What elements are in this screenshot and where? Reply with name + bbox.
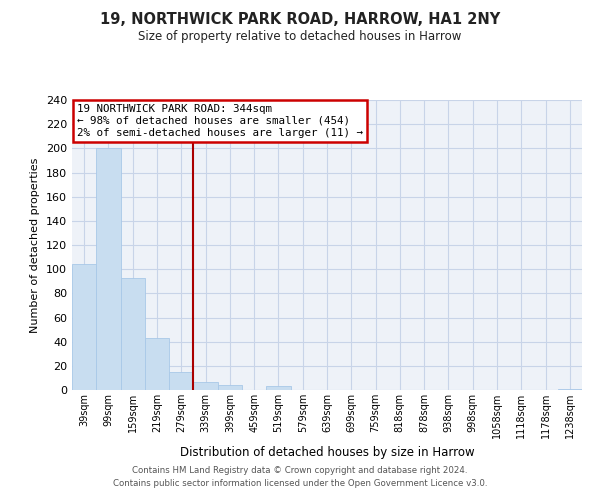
Y-axis label: Number of detached properties: Number of detached properties — [31, 158, 40, 332]
Bar — [169, 372, 193, 390]
Bar — [218, 385, 242, 390]
X-axis label: Distribution of detached houses by size in Harrow: Distribution of detached houses by size … — [179, 446, 475, 460]
Bar — [145, 338, 169, 390]
Bar — [121, 278, 145, 390]
Bar — [558, 389, 582, 390]
Bar — [96, 148, 121, 390]
Text: Size of property relative to detached houses in Harrow: Size of property relative to detached ho… — [139, 30, 461, 43]
Text: 19 NORTHWICK PARK ROAD: 344sqm
← 98% of detached houses are smaller (454)
2% of : 19 NORTHWICK PARK ROAD: 344sqm ← 98% of … — [77, 104, 363, 138]
Text: 19, NORTHWICK PARK ROAD, HARROW, HA1 2NY: 19, NORTHWICK PARK ROAD, HARROW, HA1 2NY — [100, 12, 500, 28]
Bar — [266, 386, 290, 390]
Bar — [193, 382, 218, 390]
Text: Contains HM Land Registry data © Crown copyright and database right 2024.
Contai: Contains HM Land Registry data © Crown c… — [113, 466, 487, 487]
Bar — [72, 264, 96, 390]
